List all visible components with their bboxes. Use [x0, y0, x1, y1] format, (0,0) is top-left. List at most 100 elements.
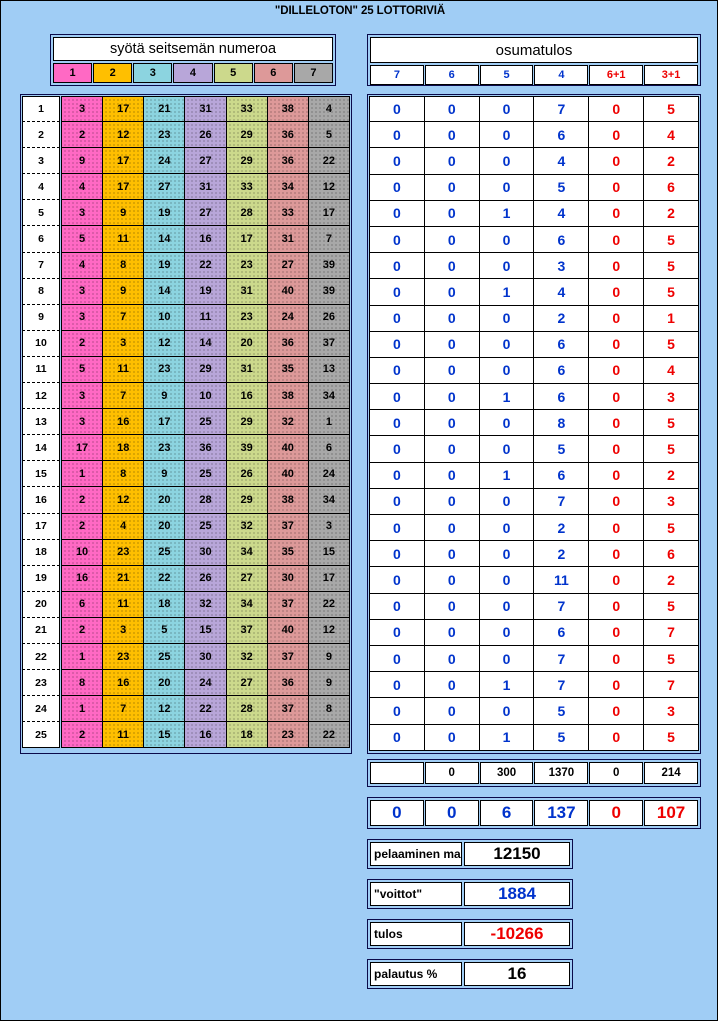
number-cell[interactable]: 11 — [103, 226, 145, 252]
number-cell[interactable]: 3 — [308, 513, 349, 539]
number-cell[interactable]: 28 — [185, 487, 227, 513]
number-cell[interactable]: 27 — [226, 565, 268, 591]
number-cell[interactable]: 39 — [308, 278, 349, 304]
number-cell[interactable]: 18 — [144, 591, 186, 617]
number-cell[interactable]: 1 — [308, 409, 349, 435]
number-cell[interactable]: 2 — [62, 617, 104, 643]
number-cell[interactable]: 29 — [185, 356, 227, 383]
number-cell[interactable]: 3 — [103, 617, 145, 643]
number-cell[interactable]: 15 — [308, 539, 349, 565]
number-cell[interactable]: 38 — [267, 383, 309, 409]
number-cell[interactable]: 1 — [62, 696, 104, 722]
number-cell[interactable]: 23 — [103, 643, 145, 670]
number-cell[interactable]: 16 — [185, 722, 227, 748]
number-cell[interactable]: 33 — [267, 200, 309, 226]
number-cell[interactable]: 37 — [267, 643, 309, 670]
number-cell[interactable]: 29 — [226, 409, 268, 435]
number-cell[interactable]: 36 — [267, 330, 309, 356]
input-column-header-6[interactable]: 6 — [253, 63, 293, 83]
number-cell[interactable]: 23 — [144, 356, 186, 383]
number-cell[interactable]: 2 — [62, 330, 104, 356]
number-cell[interactable]: 23 — [226, 304, 268, 330]
number-cell[interactable]: 31 — [185, 97, 227, 122]
number-cell[interactable]: 33 — [226, 97, 268, 122]
number-cell[interactable]: 39 — [308, 252, 349, 278]
number-cell[interactable]: 40 — [267, 461, 309, 487]
number-cell[interactable]: 3 — [62, 278, 104, 304]
number-cell[interactable]: 2 — [62, 513, 104, 539]
number-cell[interactable]: 5 — [62, 226, 104, 252]
number-cell[interactable]: 35 — [267, 356, 309, 383]
input-column-header-2[interactable]: 2 — [93, 63, 133, 83]
number-cell[interactable]: 14 — [185, 330, 227, 356]
number-cell[interactable]: 17 — [103, 148, 145, 174]
number-cell[interactable]: 16 — [62, 565, 104, 591]
number-cell[interactable]: 27 — [144, 174, 186, 200]
number-cell[interactable]: 34 — [226, 591, 268, 617]
number-cell[interactable]: 17 — [308, 200, 349, 226]
number-cell[interactable]: 37 — [308, 330, 349, 356]
number-cell[interactable]: 12 — [103, 487, 145, 513]
number-cell[interactable]: 24 — [267, 304, 309, 330]
number-cell[interactable]: 38 — [267, 487, 309, 513]
number-cell[interactable]: 20 — [144, 513, 186, 539]
number-cell[interactable]: 40 — [267, 435, 309, 461]
number-cell[interactable]: 3 — [62, 304, 104, 330]
number-cell[interactable]: 3 — [103, 330, 145, 356]
number-cell[interactable]: 10 — [144, 304, 186, 330]
number-cell[interactable]: 25 — [185, 513, 227, 539]
number-cell[interactable]: 9 — [144, 383, 186, 409]
number-cell[interactable]: 5 — [62, 356, 104, 383]
number-cell[interactable]: 16 — [226, 383, 268, 409]
number-cell[interactable]: 17 — [144, 409, 186, 435]
number-cell[interactable]: 32 — [226, 643, 268, 670]
number-cell[interactable]: 31 — [226, 278, 268, 304]
number-cell[interactable]: 2 — [62, 122, 104, 148]
number-cell[interactable]: 31 — [185, 174, 227, 200]
number-cell[interactable]: 19 — [144, 200, 186, 226]
number-cell[interactable]: 20 — [144, 487, 186, 513]
number-cell[interactable]: 11 — [103, 722, 145, 748]
number-cell[interactable]: 24 — [144, 148, 186, 174]
number-cell[interactable]: 40 — [267, 617, 309, 643]
result-value[interactable]: -10266 — [464, 922, 570, 946]
number-cell[interactable]: 19 — [144, 252, 186, 278]
number-cell[interactable]: 10 — [185, 383, 227, 409]
number-cell[interactable]: 27 — [267, 252, 309, 278]
number-cell[interactable]: 34 — [226, 539, 268, 565]
number-cell[interactable]: 2 — [62, 722, 104, 748]
input-column-header-3[interactable]: 3 — [133, 63, 173, 83]
number-cell[interactable]: 14 — [144, 226, 186, 252]
number-cell[interactable]: 31 — [267, 226, 309, 252]
number-cell[interactable]: 8 — [103, 252, 145, 278]
number-cell[interactable]: 17 — [226, 226, 268, 252]
number-cell[interactable]: 36 — [185, 435, 227, 461]
number-cell[interactable]: 22 — [308, 148, 349, 174]
number-cell[interactable]: 24 — [308, 461, 349, 487]
number-cell[interactable]: 30 — [185, 643, 227, 670]
number-cell[interactable]: 32 — [185, 591, 227, 617]
number-cell[interactable]: 31 — [226, 356, 268, 383]
number-cell[interactable]: 9 — [308, 670, 349, 696]
number-cell[interactable]: 7 — [103, 383, 145, 409]
number-cell[interactable]: 23 — [103, 539, 145, 565]
number-cell[interactable]: 3 — [62, 97, 104, 122]
number-cell[interactable]: 13 — [308, 356, 349, 383]
number-cell[interactable]: 2 — [62, 487, 104, 513]
number-cell[interactable]: 1 — [62, 643, 104, 670]
number-cell[interactable]: 25 — [185, 461, 227, 487]
number-cell[interactable]: 12 — [308, 174, 349, 200]
number-cell[interactable]: 4 — [62, 174, 104, 200]
number-cell[interactable]: 34 — [308, 383, 349, 409]
number-cell[interactable]: 33 — [226, 174, 268, 200]
number-cell[interactable]: 7 — [103, 696, 145, 722]
number-cell[interactable]: 9 — [144, 461, 186, 487]
number-cell[interactable]: 3 — [62, 200, 104, 226]
number-cell[interactable]: 28 — [226, 200, 268, 226]
number-cell[interactable]: 18 — [226, 722, 268, 748]
return-percent-value[interactable]: 16 — [464, 962, 570, 986]
number-cell[interactable]: 1 — [62, 461, 104, 487]
number-cell[interactable]: 36 — [267, 122, 309, 148]
number-cell[interactable]: 17 — [103, 97, 145, 122]
number-cell[interactable]: 20 — [226, 330, 268, 356]
